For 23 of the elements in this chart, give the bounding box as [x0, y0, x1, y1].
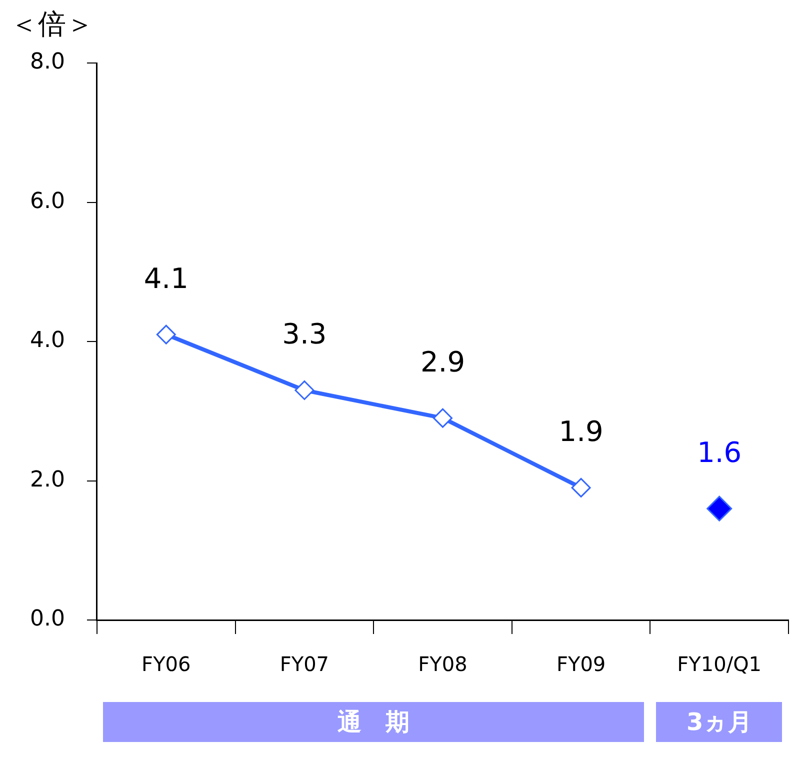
point	[706, 496, 732, 522]
y-tick-label: 2.0	[30, 467, 65, 492]
y-tick-label: 0.0	[30, 606, 65, 632]
x-tick-label: FY06	[142, 652, 191, 676]
data-label: 3.3	[282, 318, 327, 351]
data-label: 4.1	[144, 262, 188, 295]
y-tick-label: 6.0	[30, 188, 65, 214]
x-tick-label: FY07	[280, 652, 330, 676]
y-axis-title: ＜倍＞	[10, 7, 94, 40]
point	[571, 478, 591, 498]
data-label: 1.6	[697, 436, 742, 469]
text: 通 期	[102, 702, 644, 742]
x-tick-label: FY10/Q1	[677, 652, 762, 676]
point	[432, 408, 452, 428]
y-tick-label: 8.0	[30, 50, 65, 75]
point	[294, 380, 314, 400]
y-tick-label: 4.0	[30, 328, 65, 354]
text: 3ヵ月	[656, 702, 782, 742]
x-tick-label: FY09	[556, 652, 606, 676]
x-tick-label: FY08	[418, 652, 468, 676]
data-label: 2.9	[420, 345, 466, 378]
point	[156, 324, 176, 344]
data-label: 1.9	[558, 414, 604, 448]
